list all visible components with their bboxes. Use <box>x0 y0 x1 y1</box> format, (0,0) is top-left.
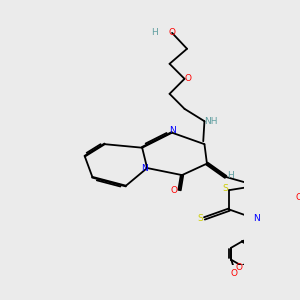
Text: O: O <box>295 193 300 202</box>
Text: O: O <box>236 263 243 272</box>
Text: N: N <box>169 126 176 135</box>
Text: NH: NH <box>205 117 218 126</box>
Text: N: N <box>253 214 260 223</box>
Text: N: N <box>141 164 148 172</box>
Text: O: O <box>231 269 238 278</box>
Text: S: S <box>197 214 203 223</box>
Text: H: H <box>228 171 234 180</box>
Text: S: S <box>223 184 229 194</box>
Text: O: O <box>171 186 178 195</box>
Text: H: H <box>151 28 158 38</box>
Text: O: O <box>169 28 176 38</box>
Text: O: O <box>185 74 192 83</box>
